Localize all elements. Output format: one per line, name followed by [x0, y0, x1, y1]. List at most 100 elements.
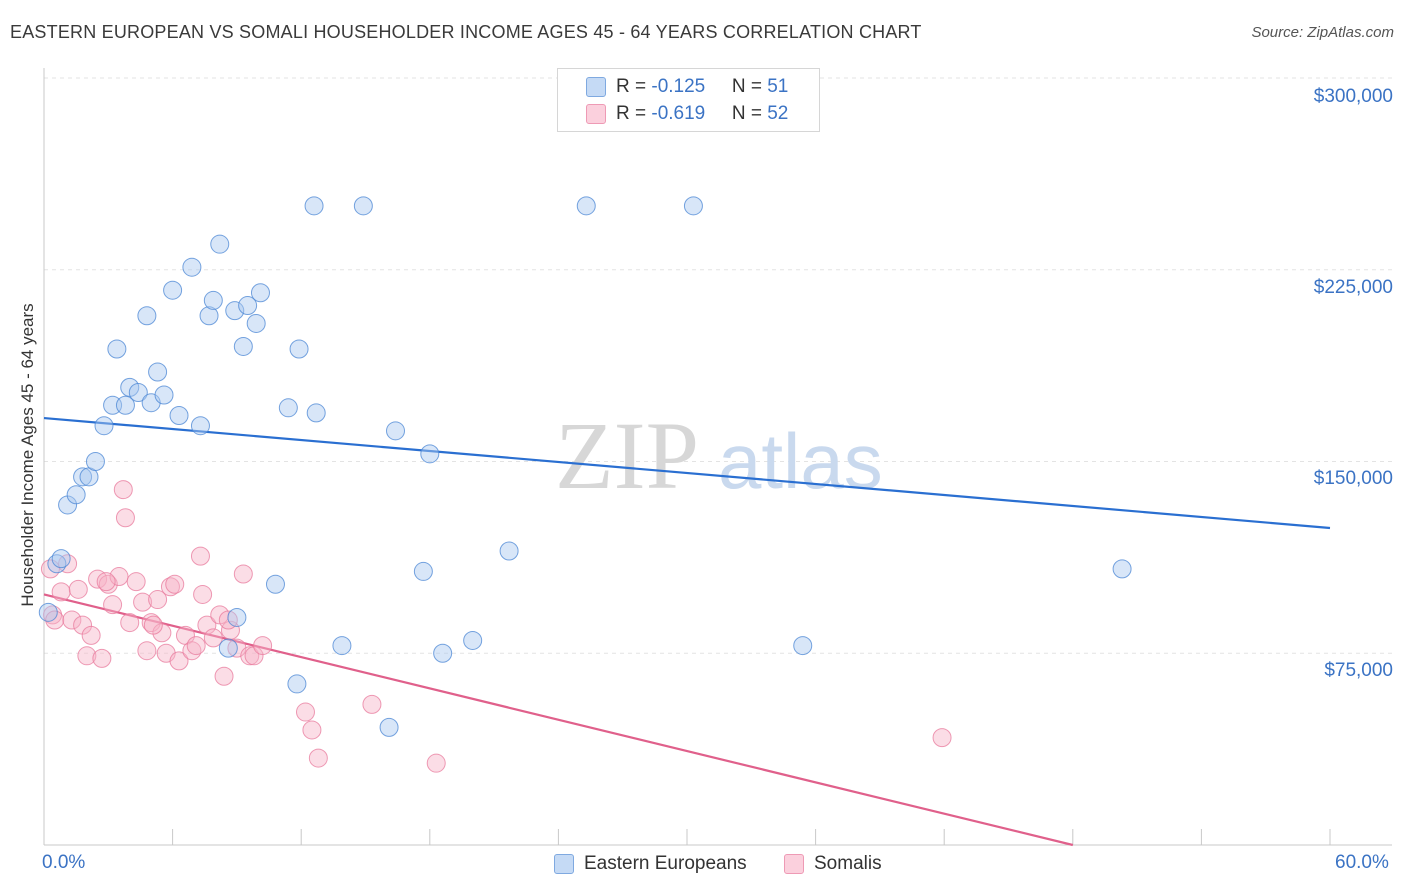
- data-point: [203, 628, 223, 648]
- data-point: [683, 196, 703, 216]
- data-point: [137, 306, 157, 326]
- data-point: [203, 290, 223, 310]
- data-point: [163, 280, 183, 300]
- data-point: [182, 257, 202, 277]
- watermark-zip: ZIP: [555, 402, 699, 509]
- watermark-atlas: atlas: [718, 417, 883, 505]
- legend-swatch-pink: [784, 854, 804, 874]
- data-point: [68, 579, 88, 599]
- data-point: [62, 610, 82, 630]
- data-point: [463, 630, 483, 650]
- data-point: [190, 546, 210, 566]
- source-label: Source: ZipAtlas.com: [1251, 24, 1394, 41]
- data-point: [308, 748, 328, 768]
- data-point: [225, 301, 245, 321]
- data-point: [92, 648, 112, 668]
- data-point: [58, 554, 78, 574]
- data-point: [126, 572, 146, 592]
- data-point: [362, 694, 382, 714]
- data-point: [386, 421, 406, 441]
- data-point: [199, 306, 219, 326]
- data-point: [302, 720, 322, 740]
- data-point: [98, 574, 118, 594]
- y-tick-label: $75,000: [1324, 660, 1393, 681]
- data-point: [66, 485, 86, 505]
- data-point: [81, 625, 101, 645]
- data-point: [137, 641, 157, 661]
- data-point: [109, 567, 129, 587]
- data-point: [51, 549, 71, 569]
- data-point: [193, 584, 213, 604]
- legend-label: Somalis: [814, 853, 882, 874]
- data-point: [115, 395, 135, 415]
- data-points: [38, 196, 1132, 773]
- legend-swatch-pink: [586, 104, 606, 124]
- data-point: [499, 541, 519, 561]
- data-point: [148, 590, 168, 610]
- data-point: [353, 196, 373, 216]
- data-point: [233, 564, 253, 584]
- correlation-legend: R = -0.125 N = 51 R = -0.619 N = 52: [557, 68, 820, 132]
- data-point: [169, 405, 189, 425]
- y-axis-label: Householder Income Ages 45 - 64 years: [18, 303, 37, 607]
- legend-text: R = -0.125 N = 51: [616, 76, 789, 97]
- data-point: [420, 444, 440, 464]
- legend-row-somalis: R = -0.619 N = 52: [558, 101, 819, 127]
- data-point: [210, 234, 230, 254]
- data-point: [246, 313, 266, 333]
- data-point: [85, 452, 105, 471]
- data-point: [214, 666, 234, 686]
- data-point: [304, 196, 324, 216]
- data-point: [165, 574, 185, 594]
- y-tick-label: $150,000: [1313, 468, 1393, 489]
- chart-title: EASTERN EUROPEAN VS SOMALI HOUSEHOLDER I…: [10, 22, 922, 42]
- data-point: [148, 362, 168, 382]
- data-point: [433, 643, 453, 663]
- trend-line: [43, 416, 1331, 530]
- data-point: [233, 336, 253, 356]
- data-point: [332, 636, 352, 656]
- data-point: [107, 339, 127, 359]
- data-point: [115, 508, 135, 528]
- data-point: [238, 296, 258, 316]
- data-point: [289, 339, 309, 359]
- data-point: [253, 636, 273, 656]
- data-point: [1112, 559, 1132, 579]
- data-point: [379, 717, 399, 737]
- data-point: [227, 607, 247, 627]
- data-point: [197, 615, 217, 635]
- data-point: [141, 613, 161, 633]
- data-point: [265, 574, 285, 594]
- y-tick-label: $225,000: [1313, 277, 1393, 298]
- data-point: [932, 728, 952, 748]
- x-tick-label-max: 60.0%: [1335, 852, 1389, 873]
- data-point: [103, 595, 123, 615]
- legend-label: Eastern Europeans: [584, 853, 747, 874]
- data-point: [128, 382, 148, 402]
- data-point: [295, 702, 315, 722]
- data-point: [40, 559, 60, 579]
- data-point: [133, 592, 153, 612]
- trend-lines: [43, 416, 1331, 847]
- x-tick-label-min: 0.0%: [42, 852, 86, 873]
- legend-text: R = -0.619 N = 52: [616, 103, 789, 124]
- trend-line: [43, 593, 1074, 847]
- data-point: [576, 196, 596, 216]
- data-point: [250, 283, 270, 303]
- data-point: [413, 561, 433, 581]
- data-point: [186, 636, 206, 656]
- data-point: [793, 636, 813, 656]
- data-point: [426, 753, 446, 773]
- data-point: [143, 615, 163, 635]
- data-point: [240, 646, 260, 666]
- data-point: [306, 403, 326, 423]
- data-point: [38, 602, 58, 622]
- data-point: [218, 638, 238, 658]
- data-point: [73, 467, 93, 487]
- data-point: [190, 416, 210, 436]
- data-point: [45, 610, 65, 630]
- data-point: [77, 646, 97, 666]
- axes: [43, 68, 1392, 846]
- data-point: [169, 651, 189, 671]
